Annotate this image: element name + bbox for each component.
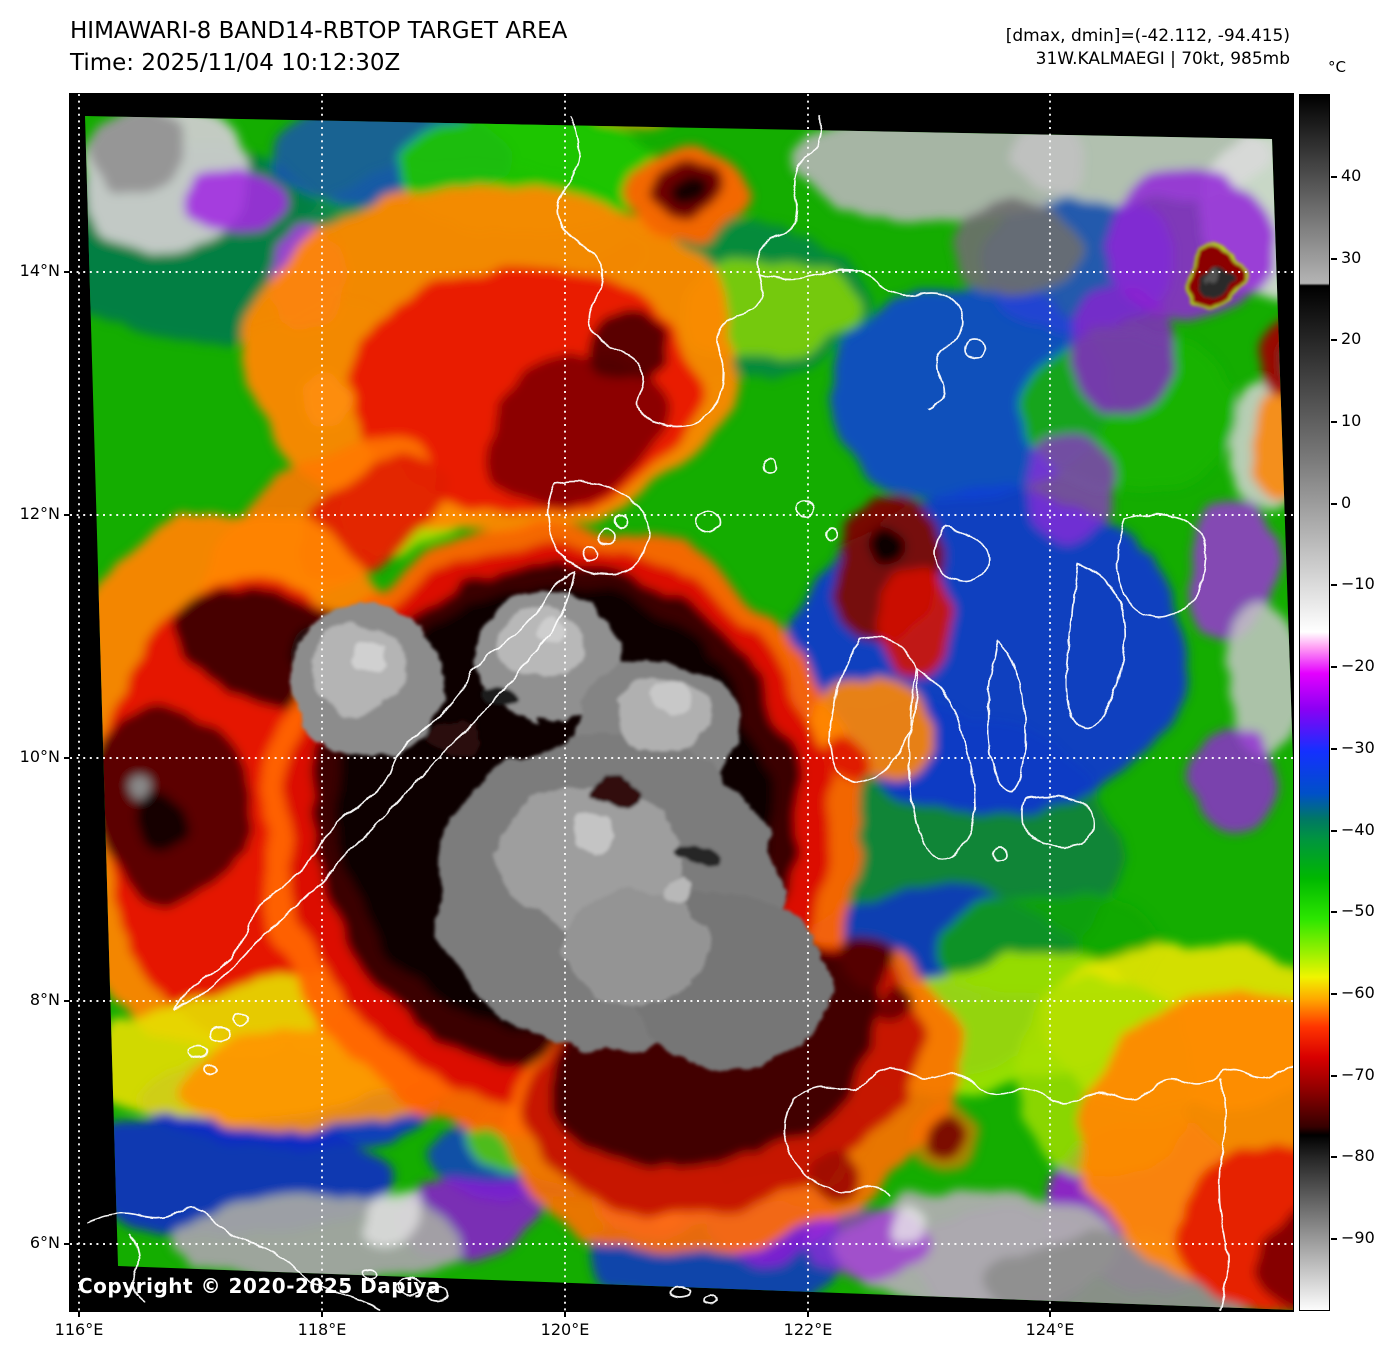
- lat-tickmark: [64, 271, 70, 273]
- colorbar-tickmark: [1331, 176, 1337, 178]
- lon-tickmark: [1049, 1311, 1051, 1317]
- colorbar-unit-label: °C: [1328, 58, 1346, 76]
- lat-tickmark: [64, 1243, 70, 1245]
- colorbar-tickmark: [1331, 1238, 1337, 1240]
- colorbar-tick-area: 40 30 20 10 0 −10 −20 −30 −40 −50 −60 −70 −80 −90: [1331, 94, 1390, 1311]
- colorbar-tickmark: [1331, 748, 1337, 750]
- lon-tick-label: 122°E: [783, 1320, 833, 1339]
- data-swath: [85, 116, 1293, 1310]
- page-title: HIMAWARI-8 BAND14-RBTOP TARGET AREA: [70, 18, 568, 44]
- lon-tickmark: [807, 1311, 809, 1317]
- colorbar-tickmark: [1331, 584, 1337, 586]
- lon-tickmark: [78, 1311, 80, 1317]
- colorbar-tick-label: 20: [1341, 329, 1362, 348]
- lat-tick-label: 6°N: [29, 1233, 60, 1252]
- lat-tick-label: 8°N: [29, 990, 60, 1009]
- colorbar-tick-label: −20: [1341, 656, 1375, 675]
- overshooting-tops-gray-cores: [289, 247, 1247, 1070]
- colorbar-tickmark: [1331, 666, 1337, 668]
- colorbar-tickmark: [1331, 830, 1337, 832]
- storm-info-label: 31W.KALMAEGI | 70kt, 985mb: [1035, 49, 1290, 69]
- lon-tickmark: [564, 1311, 566, 1317]
- graticule-grid: [70, 94, 1293, 1311]
- colorbar-tickmark: [1331, 1075, 1337, 1077]
- lat-tickmark: [64, 514, 70, 516]
- colorbar-tickmark: [1331, 258, 1337, 260]
- lat-tick-label: 10°N: [19, 747, 60, 766]
- colorbar-tick-label: −60: [1341, 983, 1375, 1002]
- colorbar-tick-label: 10: [1341, 411, 1362, 430]
- colorbar-tick-label: 30: [1341, 248, 1362, 267]
- mini-vortex-rim: [1185, 247, 1247, 309]
- lon-tick-label: 124°E: [1025, 1320, 1075, 1339]
- latitude-axis: 14°N 12°N 10°N 8°N 6°N: [0, 94, 70, 1311]
- colorbar-tick-label: −30: [1341, 738, 1375, 757]
- map-plot-area: Copyright © 2020-2025 Dapiya: [70, 94, 1294, 1311]
- colorbar-tickmark: [1331, 911, 1337, 913]
- colorbar-tick-label: −50: [1341, 901, 1375, 920]
- lon-tick-label: 118°E: [297, 1320, 347, 1339]
- lon-tick-label: 116°E: [54, 1320, 104, 1339]
- colorbar-tick-label: −90: [1341, 1228, 1375, 1247]
- lat-tickmark: [64, 1000, 70, 1002]
- colorbar-tickmark: [1331, 421, 1337, 423]
- colorbar-tick-label: 0: [1341, 493, 1352, 512]
- colorbar-tickmark: [1331, 339, 1337, 341]
- colorbar-tick-label: −70: [1341, 1065, 1375, 1084]
- colorbar-tick-label: −40: [1341, 820, 1375, 839]
- lon-tickmark: [321, 1311, 323, 1317]
- lat-tickmark: [64, 757, 70, 759]
- colorbar-tickmark: [1331, 1156, 1337, 1158]
- longitude-axis: 116°E 118°E 120°E 122°E 124°E: [55, 1311, 1293, 1359]
- lat-tick-label: 14°N: [19, 261, 60, 280]
- colorbar-tick-label: −80: [1341, 1146, 1375, 1165]
- satellite-map: [70, 94, 1294, 1311]
- lon-tick-label: 120°E: [540, 1320, 590, 1339]
- temperature-colorbar: [1299, 94, 1330, 1311]
- colorbar-tick-label: 40: [1341, 166, 1362, 185]
- colorbar-tickmark: [1331, 993, 1337, 995]
- coastlines: [87, 115, 1294, 1311]
- colorbar-tickmark: [1331, 503, 1337, 505]
- copyright-label: Copyright © 2020-2025 Dapiya: [78, 1274, 441, 1298]
- colorbar-tick-label: −10: [1341, 574, 1375, 593]
- dmax-dmin-label: [dmax, dmin]=(-42.112, -94.415): [1005, 26, 1290, 46]
- timestamp-label: Time: 2025/11/04 10:12:30Z: [70, 50, 401, 76]
- lat-tick-label: 12°N: [19, 504, 60, 523]
